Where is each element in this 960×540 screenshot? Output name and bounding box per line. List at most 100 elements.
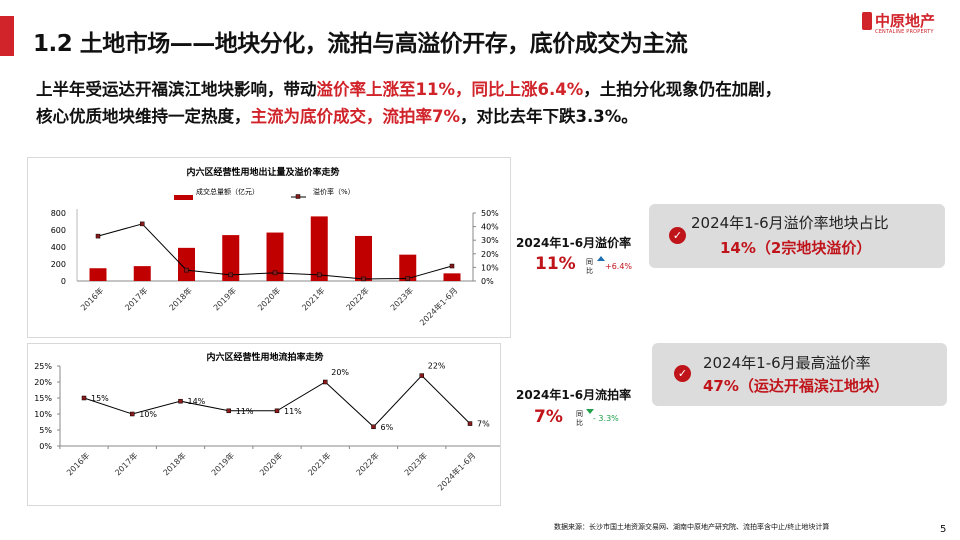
x-tick-label: 2018年 (161, 450, 188, 477)
line-point (184, 267, 189, 273)
card-line-2: 14%（2宗地块溢价） (720, 239, 872, 257)
legend-marker (295, 194, 301, 199)
logo-seal-icon (862, 11, 872, 30)
logo-text: 中原地产 (875, 12, 936, 30)
summary-segment: 主流为底价成交，流拍率7% (250, 107, 461, 126)
line-point (226, 408, 231, 414)
line-point (419, 373, 424, 378)
data-label: 15% (91, 394, 109, 403)
data-label: 20% (331, 368, 349, 377)
data-label: 10% (139, 410, 157, 419)
kpi-failed-value: 7% (534, 407, 563, 427)
page-title: 1.2 土地市场——地块分化，流拍与高溢价开存，底价成交为主流 (33, 31, 688, 57)
summary-segment: ，土拍分化现象仍在加剧， (583, 80, 782, 99)
summary-segment: 溢价率上涨至11%，同比上涨6.4% (316, 80, 584, 99)
bar (355, 235, 372, 281)
check-circle-icon: ✓ (674, 365, 691, 382)
card-line-1: 2024年1-6月最高溢价率 (703, 354, 871, 372)
data-label: 11% (284, 407, 302, 416)
line-point (317, 272, 322, 278)
y2-tick-label: 30% (481, 236, 499, 245)
bar (266, 232, 284, 281)
y2-tick-label: 40% (481, 223, 499, 232)
legend-label: 溢价率（%） (313, 187, 355, 196)
y-tick-label: 400 (51, 243, 66, 252)
line-point (130, 411, 135, 417)
x-tick-label: 2022年 (354, 450, 381, 477)
data-label: 7% (477, 420, 490, 429)
x-tick-label: 2016年 (78, 285, 105, 312)
x-tick-label: 2018年 (167, 285, 194, 312)
y-tick-label: 15% (34, 394, 52, 403)
info-card-max-premium: ✓ 2024年1-6月最高溢价率 47%（运达开福滨江地块） (652, 343, 947, 406)
line-point (323, 379, 328, 385)
card-line-1: 2024年1-6月溢价率地块占比 (691, 214, 889, 232)
y-tick-label: 0 (61, 277, 66, 286)
check-circle-icon: ✓ (669, 227, 686, 244)
y-tick-label: 25% (34, 362, 52, 371)
line-point (467, 421, 473, 426)
logo-subtext: CENTALINE PROPERTY (875, 29, 934, 35)
bar (399, 254, 417, 281)
line-point (95, 233, 101, 239)
x-tick-label: 2021年 (306, 450, 333, 477)
bar (89, 268, 107, 281)
y-tick-label: 20% (34, 378, 52, 387)
bar (310, 216, 328, 281)
line-point (405, 276, 410, 281)
y-tick-label: 0% (39, 442, 52, 451)
chart-title: 内六区经营性用地流拍率走势 (206, 351, 323, 363)
chart-title: 内六区经营性用地出让量及溢价率走势 (186, 166, 339, 178)
line-point (449, 263, 455, 269)
bar (222, 235, 240, 281)
line-point (272, 270, 278, 276)
x-tick-label: 2020年 (255, 285, 282, 312)
x-tick-label: 2024年1-6月 (435, 450, 477, 492)
arrow-up-icon (597, 256, 605, 261)
x-tick-label: 2017年 (113, 450, 140, 477)
summary-text: 上半年受运达开福滨江地块影响，带动溢价率上涨至11%，同比上涨6.4%，土拍分化… (36, 76, 781, 130)
arrow-down-icon (586, 409, 594, 414)
x-tick-label: 2016年 (64, 450, 91, 477)
summary-line-2: 核心优质地块维持一定热度，主流为底价成交，流拍率7%，对比去年下跌3.3%。 (36, 103, 781, 130)
y2-tick-label: 10% (481, 263, 499, 272)
line-point (228, 272, 233, 278)
kpi-failed-yoy-label: 同比 (576, 410, 583, 427)
x-tick-label: 2021年 (300, 285, 327, 312)
y2-tick-label: 50% (481, 209, 499, 218)
y2-tick-label: 0% (481, 277, 494, 286)
line-point (274, 408, 280, 414)
y-tick-label: 800 (51, 209, 66, 218)
card-line-2: 47%（运达开福滨江地块） (703, 377, 889, 395)
kpi-premium-value: 11% (535, 254, 576, 274)
bar (178, 247, 195, 281)
x-tick-label: 2022年 (344, 285, 371, 312)
x-tick-label: 2019年 (211, 285, 238, 312)
title-accent-bar (0, 16, 14, 56)
x-tick-label: 2019年 (209, 450, 236, 477)
summary-segment: 核心优质地块维持一定热度， (36, 107, 251, 126)
y-tick-label: 600 (51, 226, 66, 235)
kpi-premium-change: +6.4% (605, 262, 633, 271)
summary-segment: ，对比去年下跌3.3%。 (460, 107, 638, 126)
data-label: 6% (381, 423, 394, 432)
kpi-premium-yoy-label: 同比 (586, 258, 593, 275)
page-number: 5 (940, 524, 947, 535)
chart-failed-auction (27, 343, 501, 506)
line-point (178, 398, 183, 404)
y-tick-label: 200 (51, 260, 66, 269)
y-tick-label: 10% (34, 410, 52, 419)
line-point (81, 395, 87, 401)
info-card-premium-share: ✓ 2024年1-6月溢价率地块占比 14%（2宗地块溢价） (649, 204, 945, 268)
company-logo: 中原地产 CENTALINE PROPERTY (862, 10, 935, 35)
legend-bar-swatch (174, 195, 193, 200)
summary-line-1: 上半年受运达开福滨江地块影响，带动溢价率上涨至11%，同比上涨6.4%，土拍分化… (36, 76, 781, 103)
x-tick-label: 2024年1-6月 (417, 285, 459, 327)
data-label: 22% (428, 362, 446, 371)
summary-segment: 上半年受运达开福滨江地块影响，带动 (36, 80, 317, 99)
x-tick-label: 2017年 (123, 285, 150, 312)
data-source: 数据来源：长沙市国土地资源交易网、湖南中原地产研究院、流拍率含中止/终止地块计算 (554, 523, 830, 531)
y-tick-label: 5% (39, 426, 52, 435)
x-tick-label: 2023年 (402, 450, 429, 477)
